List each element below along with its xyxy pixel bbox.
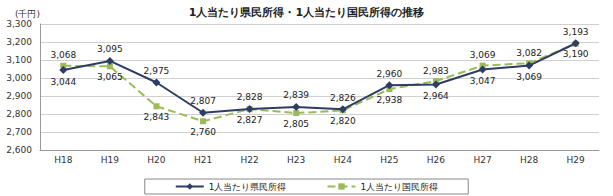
svg-text:3,082: 3,082 bbox=[516, 48, 542, 58]
svg-text:2,827: 2,827 bbox=[237, 115, 263, 125]
svg-text:1人当たり県民所得・1人当たり国民所得の推移: 1人当たり県民所得・1人当たり国民所得の推移 bbox=[189, 6, 424, 19]
svg-text:2,983: 2,983 bbox=[423, 66, 449, 76]
svg-text:2,843: 2,843 bbox=[144, 112, 170, 122]
svg-text:2,800: 2,800 bbox=[6, 109, 32, 119]
svg-text:3,095: 3,095 bbox=[97, 44, 123, 54]
svg-text:2,826: 2,826 bbox=[330, 93, 356, 103]
svg-text:2,938: 2,938 bbox=[376, 95, 402, 105]
svg-text:2,807: 2,807 bbox=[190, 96, 216, 106]
svg-text:3,193: 3,193 bbox=[563, 27, 589, 37]
svg-text:H29: H29 bbox=[567, 155, 585, 165]
svg-text:2,805: 2,805 bbox=[283, 119, 309, 129]
svg-text:H22: H22 bbox=[241, 155, 259, 165]
svg-text:H28: H28 bbox=[520, 155, 538, 165]
svg-text:3,100: 3,100 bbox=[6, 55, 32, 65]
svg-text:H19: H19 bbox=[101, 155, 119, 165]
svg-text:H23: H23 bbox=[287, 155, 305, 165]
svg-text:2,975: 2,975 bbox=[144, 66, 170, 76]
svg-text:3,190: 3,190 bbox=[563, 49, 589, 59]
svg-text:1人当たり国民所得: 1人当たり国民所得 bbox=[361, 182, 439, 192]
svg-text:H20: H20 bbox=[147, 155, 165, 165]
svg-text:H27: H27 bbox=[473, 155, 491, 165]
svg-text:H24: H24 bbox=[334, 155, 352, 165]
svg-text:2,760: 2,760 bbox=[190, 127, 216, 137]
svg-text:3,200: 3,200 bbox=[6, 37, 32, 47]
svg-text:2,960: 2,960 bbox=[376, 69, 402, 79]
svg-text:2,900: 2,900 bbox=[6, 91, 32, 101]
svg-text:3,047: 3,047 bbox=[470, 76, 496, 86]
svg-text:(千円): (千円) bbox=[15, 9, 40, 19]
svg-text:3,065: 3,065 bbox=[97, 72, 123, 82]
svg-text:3,300: 3,300 bbox=[6, 19, 32, 29]
svg-text:2,964: 2,964 bbox=[423, 91, 449, 101]
svg-text:H21: H21 bbox=[194, 155, 212, 165]
svg-text:3,069: 3,069 bbox=[516, 72, 542, 82]
svg-text:3,000: 3,000 bbox=[6, 73, 32, 83]
svg-text:2,600: 2,600 bbox=[6, 145, 32, 155]
svg-text:H26: H26 bbox=[427, 155, 445, 165]
svg-text:2,700: 2,700 bbox=[6, 127, 32, 137]
svg-text:3,044: 3,044 bbox=[50, 77, 76, 87]
svg-text:H25: H25 bbox=[380, 155, 398, 165]
svg-text:3,069: 3,069 bbox=[470, 50, 496, 60]
svg-text:2,839: 2,839 bbox=[283, 90, 309, 100]
svg-text:H18: H18 bbox=[54, 155, 72, 165]
svg-text:2,820: 2,820 bbox=[330, 116, 356, 126]
svg-text:2,828: 2,828 bbox=[237, 92, 263, 102]
svg-text:3,068: 3,068 bbox=[50, 50, 76, 60]
svg-text:1人当たり県民所得: 1人当たり県民所得 bbox=[209, 182, 287, 192]
